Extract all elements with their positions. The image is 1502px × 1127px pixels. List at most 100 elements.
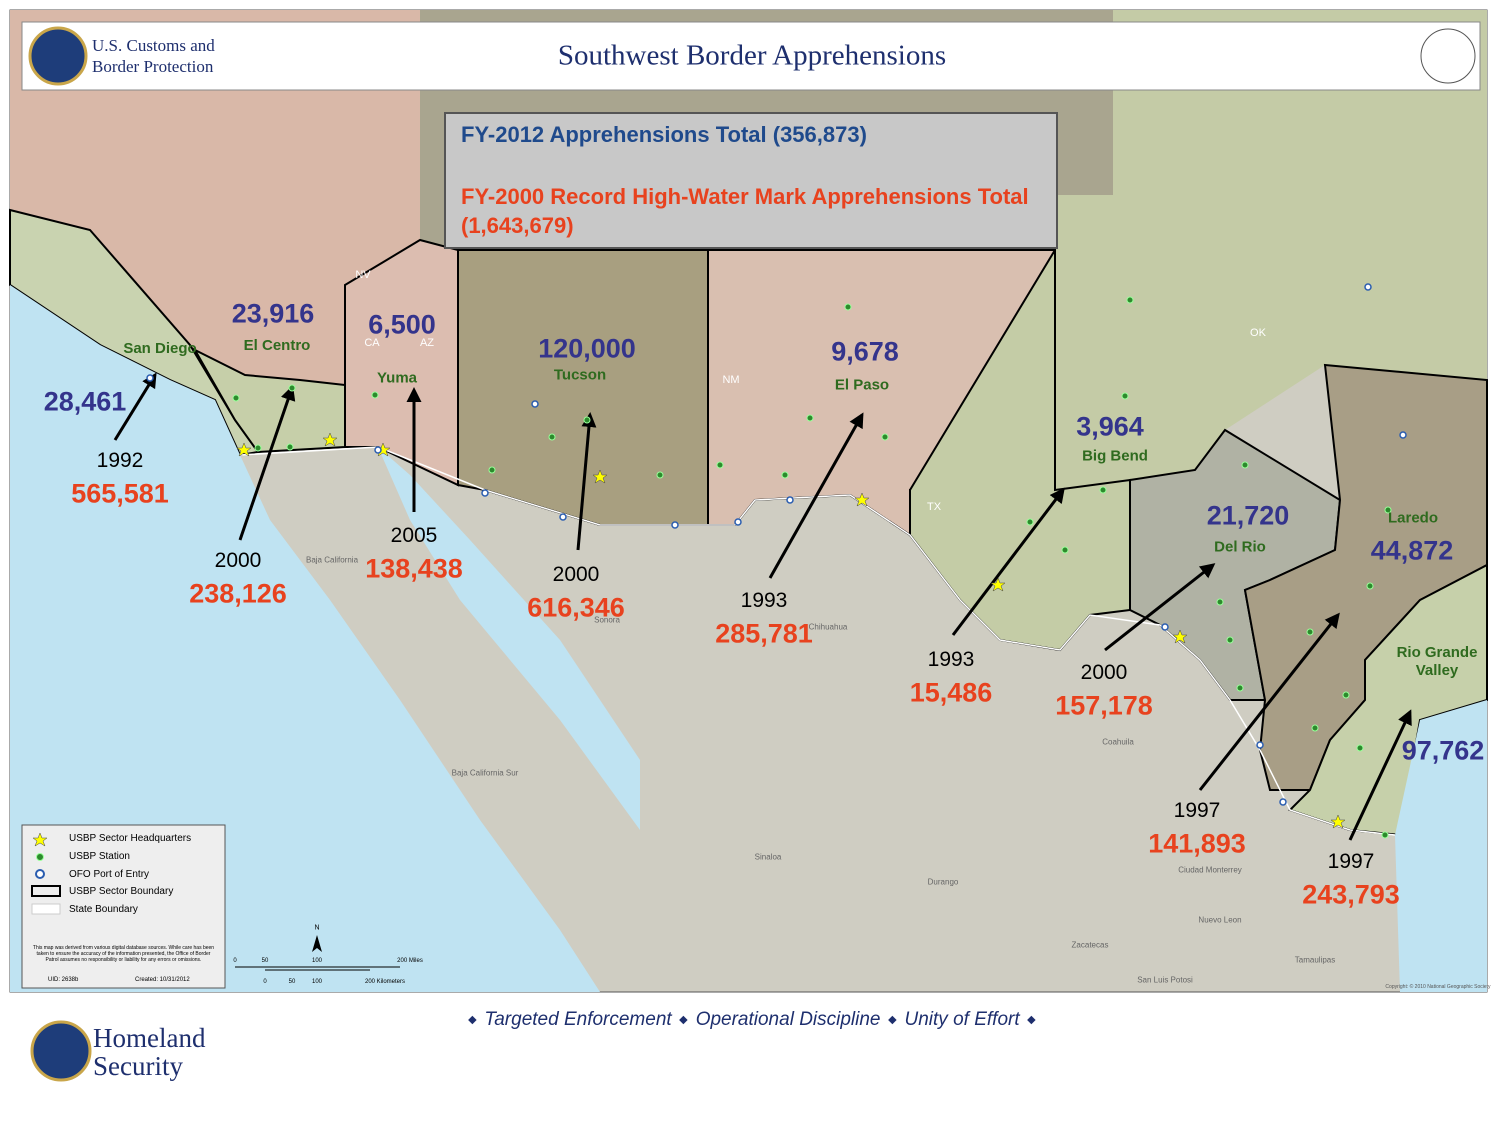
port-of-entry bbox=[146, 374, 154, 382]
station bbox=[1384, 506, 1392, 514]
north-label: N bbox=[314, 924, 320, 932]
sector-fy2012: 6,500 bbox=[368, 309, 436, 340]
legend-uid: UID: 2638b bbox=[48, 977, 79, 983]
sector-fy2012: 97,762 bbox=[1401, 735, 1485, 766]
sector-hq bbox=[236, 442, 252, 457]
record-value: 138,438 bbox=[365, 553, 463, 584]
state-label: NM bbox=[722, 374, 740, 386]
station bbox=[1366, 582, 1374, 590]
arrow bbox=[238, 385, 296, 541]
sector-hq bbox=[1330, 814, 1346, 829]
record-value: 141,893 bbox=[1148, 828, 1246, 859]
station bbox=[844, 303, 852, 311]
border-line bbox=[239, 446, 1396, 836]
legend-created: Created: 10/31/2012 bbox=[135, 977, 190, 983]
arrow bbox=[113, 372, 157, 441]
station bbox=[881, 433, 889, 441]
record-year: 1992 bbox=[96, 449, 144, 472]
sector-name: Laredo bbox=[1387, 509, 1439, 527]
sector-name: Del Rio bbox=[1214, 538, 1266, 556]
station bbox=[1241, 461, 1249, 469]
record-year: 1993 bbox=[740, 589, 788, 612]
station bbox=[716, 461, 724, 469]
station bbox=[232, 394, 240, 402]
footer-agency: Homeland Security bbox=[93, 1023, 206, 1081]
sector-hq bbox=[1172, 629, 1188, 644]
record-value: 285,781 bbox=[715, 618, 813, 649]
gulf-of-mexico bbox=[1395, 700, 1487, 992]
mexico-state-label: Baja California bbox=[305, 555, 359, 565]
legend-port bbox=[35, 869, 45, 879]
station bbox=[1121, 392, 1129, 400]
gulf-of-california bbox=[378, 447, 640, 830]
state-label: CA bbox=[364, 337, 380, 349]
separator bbox=[468, 1015, 477, 1025]
mexico-state-label: Sonora bbox=[594, 615, 620, 625]
sector-fy2012: 28,461 bbox=[43, 386, 127, 417]
record-year: 1997 bbox=[1327, 850, 1375, 873]
separator bbox=[1027, 1015, 1036, 1025]
station bbox=[548, 433, 556, 441]
sector-hq bbox=[990, 577, 1006, 592]
port-of-entry bbox=[734, 518, 742, 526]
sector-hq bbox=[592, 469, 608, 484]
mexico-state-label: Durango bbox=[927, 877, 959, 887]
scale-label: 50 bbox=[288, 979, 296, 985]
state-label: NV bbox=[355, 269, 371, 281]
sector-name: El Paso bbox=[834, 376, 890, 394]
sector-name: Yuma bbox=[376, 369, 418, 387]
mexico-state-label: Nuevo Leon bbox=[1198, 915, 1242, 925]
scale-label: 200 Kilometers bbox=[364, 979, 406, 985]
port-of-entry bbox=[671, 521, 679, 529]
record-year: 2005 bbox=[390, 524, 438, 547]
state-label: AZ bbox=[419, 337, 435, 349]
state-label: OK bbox=[1250, 327, 1266, 339]
record-year: 1997 bbox=[1173, 799, 1221, 822]
summary-current: FY-2012 Apprehensions Total (356,873) bbox=[461, 122, 867, 147]
arrow bbox=[576, 412, 597, 551]
map-title: Southwest Border Apprehensions bbox=[557, 39, 947, 72]
station bbox=[656, 471, 664, 479]
stations bbox=[146, 283, 1407, 839]
mexico-state-label: Sinaloa bbox=[754, 852, 782, 862]
record-value: 565,581 bbox=[71, 478, 169, 509]
station bbox=[371, 391, 379, 399]
station bbox=[1356, 744, 1364, 752]
port-of-entry bbox=[1364, 283, 1372, 291]
legend-item: State Boundary bbox=[69, 904, 138, 915]
station bbox=[286, 443, 294, 451]
legend-item: OFO Port of Entry bbox=[69, 869, 150, 880]
port-of-entry bbox=[1279, 798, 1287, 806]
sector-fy2012: 23,916 bbox=[231, 298, 315, 329]
port-of-entry bbox=[559, 513, 567, 521]
north-arrow bbox=[312, 935, 322, 952]
mexico-state-label: Baja California Sur bbox=[451, 768, 519, 778]
arrow bbox=[1198, 612, 1340, 791]
sector-name: San Diego bbox=[123, 340, 197, 357]
station bbox=[781, 471, 789, 479]
station bbox=[488, 466, 496, 474]
scale-label: 50 bbox=[261, 958, 269, 964]
port-of-entry bbox=[1256, 741, 1264, 749]
sector-name: Big Bend bbox=[1082, 447, 1148, 465]
arrow bbox=[951, 487, 1065, 636]
arrow bbox=[1104, 563, 1216, 652]
sector-fy2012: 9,678 bbox=[831, 336, 899, 367]
agency-name: U.S. Customs and Border Protection bbox=[92, 36, 215, 76]
sector-fy2012: 120,000 bbox=[538, 333, 636, 364]
mexico-state-label: Ciudad Monterrey bbox=[1178, 865, 1242, 875]
tagline: Targeted Enforcement Operational Discipl… bbox=[468, 1009, 1036, 1031]
scale-label: 100 bbox=[311, 958, 323, 964]
cbp-seal bbox=[28, 26, 88, 86]
sector-fy2012: 21,720 bbox=[1206, 500, 1290, 531]
record-year: 2000 bbox=[1080, 661, 1128, 684]
station bbox=[1381, 831, 1389, 839]
port-of-entry bbox=[786, 496, 794, 504]
arrow bbox=[768, 412, 864, 579]
port-of-entry bbox=[1399, 431, 1407, 439]
arrows bbox=[113, 372, 1412, 841]
port-of-entry bbox=[1161, 623, 1169, 631]
record-value: 616,346 bbox=[527, 592, 625, 623]
seal bbox=[30, 1020, 92, 1082]
legend-item: USBP Sector Boundary bbox=[69, 886, 174, 897]
